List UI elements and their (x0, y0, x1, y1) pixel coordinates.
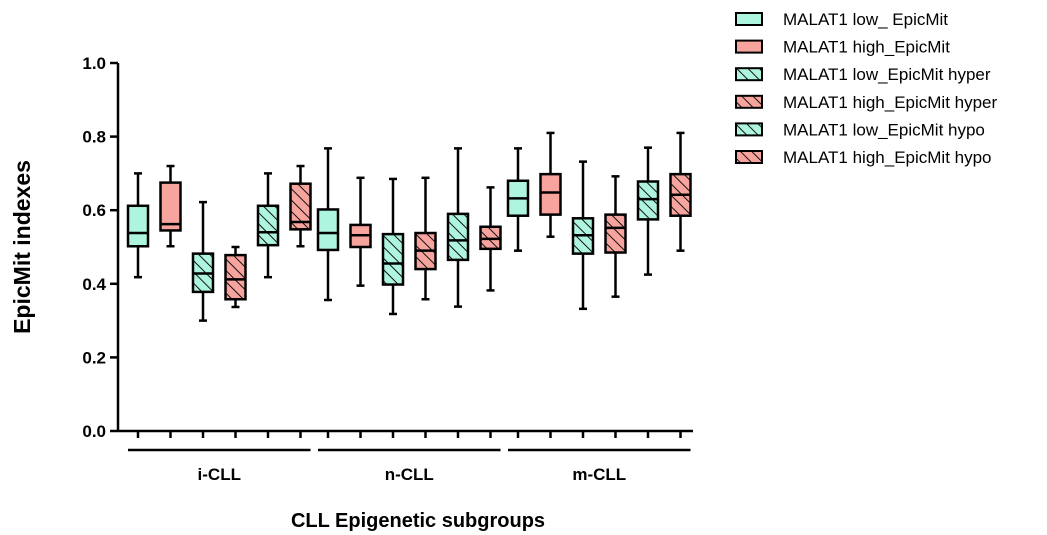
box-m-CLL-1 (506, 147, 530, 252)
box-m-CLL-4 (604, 175, 627, 298)
legend-swatch (735, 39, 763, 54)
box-i-CLL-4 (224, 245, 247, 309)
legend-label: MALAT1 high_EpicMit (783, 38, 950, 57)
legend-swatch (735, 94, 763, 109)
y-tick-label: 0.0 (82, 422, 106, 441)
box-iqr (446, 212, 470, 262)
box-iqr (539, 172, 562, 216)
box-iqr (256, 204, 280, 247)
y-axis-title: EpicMit indexes (9, 160, 35, 334)
group-brackets: i-CLL n-CLL m-CLL (128, 448, 691, 484)
box-i-CLL-3 (191, 200, 215, 322)
axes: 0.0 0.2 0.4 0.6 0.8 1.0 (82, 54, 693, 441)
box-i-CLL-6 (289, 164, 312, 248)
box-iqr (636, 180, 660, 221)
legend-label: MALAT1 high_EpicMit hypo (783, 148, 992, 167)
box-iqr (604, 213, 627, 254)
box-iqr (159, 181, 182, 232)
y-tick-label: 0.8 (82, 128, 106, 147)
box-m-CLL-6 (669, 131, 692, 252)
box-i-CLL-2 (159, 164, 182, 248)
box-n-CLL-3 (381, 177, 405, 316)
legend-label: MALAT1 high_EpicMit hyper (783, 93, 998, 112)
box-n-CLL-1 (316, 147, 340, 302)
boxes-layer (126, 131, 692, 322)
y-tick-label: 0.6 (82, 201, 106, 220)
box-n-CLL-4 (414, 176, 437, 301)
box-iqr (289, 182, 312, 231)
box-n-CLL-6 (479, 186, 502, 292)
legend-label: MALAT1 low_EpicMit hyper (783, 65, 991, 84)
box-iqr (224, 253, 247, 301)
group-label-i-CLL: i-CLL (198, 465, 241, 484)
box-iqr (316, 208, 340, 252)
legend-swatch (735, 67, 763, 82)
y-tick-label: 1.0 (82, 54, 106, 73)
box-n-CLL-5 (446, 147, 470, 308)
x-axis-title: CLL Epigenetic subgroups (291, 510, 545, 532)
box-i-CLL-1 (126, 172, 150, 279)
legend-swatch (735, 12, 763, 26)
legend-label: MALAT1 low_EpicMit hypo (783, 120, 985, 139)
y-tick-label: 0.4 (82, 275, 106, 294)
group-label-m-CLL: m-CLL (572, 465, 626, 484)
legend-swatch (735, 150, 763, 164)
box-m-CLL-3 (571, 160, 595, 311)
legend-swatch (735, 122, 763, 137)
box-m-CLL-5 (636, 146, 660, 276)
legend: MALAT1 low_ EpicMit MALAT1 high_EpicMit MA… (735, 10, 998, 167)
group-label-n-CLL: n-CLL (385, 465, 434, 484)
box-i-CLL-5 (256, 172, 280, 279)
y-tick-label: 0.2 (82, 348, 106, 367)
box-iqr (381, 232, 405, 286)
legend-label: MALAT1 low_ EpicMit (783, 10, 948, 29)
box-iqr (126, 204, 150, 248)
box-n-CLL-2 (349, 176, 372, 287)
box-m-CLL-2 (539, 131, 562, 238)
